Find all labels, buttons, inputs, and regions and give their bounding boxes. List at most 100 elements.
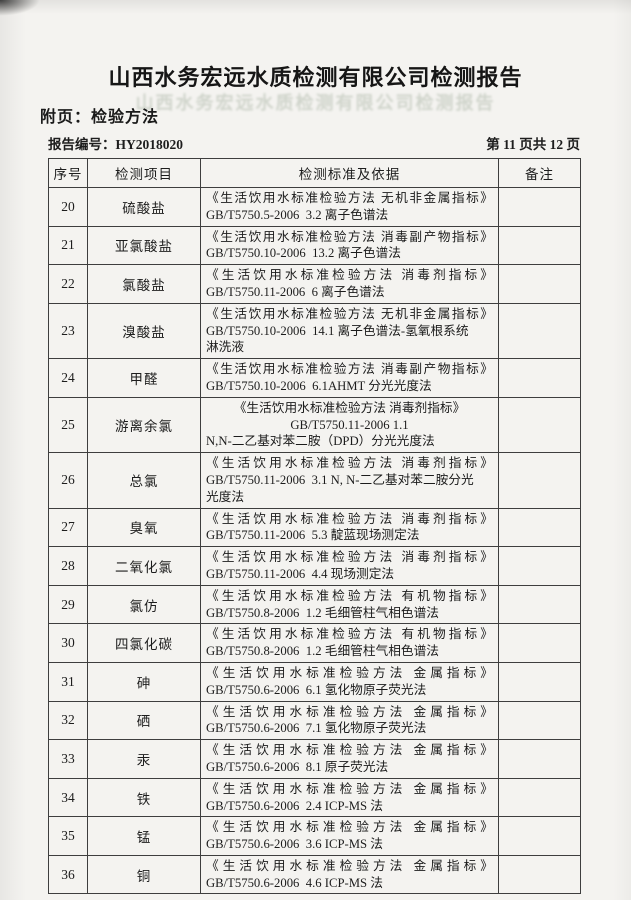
table-row: 29 氯仿 《生活饮用水标准检验方法 有机物指标》 GB/T5750.8-2006… (48, 584, 581, 625)
report-meta-row: 报告编号：HY2018020 第 11 页共 12 页 (48, 133, 580, 153)
method-line: GB/T5750.6-2006 6.1 氢化物原子荧光法 (206, 682, 427, 697)
method-line: 《生活饮用水标准检验方法 金属指标》 (206, 665, 493, 680)
table-row: 25 游离余氯 《生活饮用水标准检验方法 消毒剂指标》 GB/T5750.11-2… (48, 396, 581, 454)
method-cell: 《生活饮用水标准检验方法 消毒剂指标》 GB/T5750.11-2006 6 离子… (200, 264, 499, 304)
method-line: 淋洗液 (206, 340, 245, 355)
test-item-cell: 二氧化氯 (87, 546, 201, 586)
remark-cell (498, 396, 581, 454)
method-cell: 《生活饮用水标准检验方法 消毒剂指标》 GB/T5750.11-2006 4.4 … (200, 546, 499, 586)
method-line: GB/T5750.11-2006 3.1 N, N-二乙基对苯二胺分光 (206, 472, 474, 487)
serial-number-cell: 25 (48, 396, 88, 454)
table-row: 22 氯酸盐 《生活饮用水标准检验方法 消毒剂指标》 GB/T5750.11-20… (48, 264, 581, 304)
test-item-cell: 溴酸盐 (87, 302, 201, 360)
method-line: 《生活饮用水标准检验方法 有机物指标》 (206, 588, 493, 603)
serial-number-cell: 28 (48, 546, 88, 586)
method-cell: 《生活饮用水标准检验方法 有机物指标》 GB/T5750.8-2006 1.2 毛… (200, 623, 499, 663)
test-item-cell: 四氯化碳 (87, 623, 201, 663)
serial-number-cell: 27 (48, 507, 88, 548)
serial-number-cell: 21 (48, 225, 88, 266)
table-row: 20 硫酸盐 《生活饮用水标准检验方法 无机非金属指标》 GB/T5750.5-2… (48, 187, 581, 227)
table-row: 24 甲醛 《生活饮用水标准检验方法 消毒副产物指标》 GB/T5750.10-2… (48, 358, 581, 398)
table-row: 34 铁 《生活饮用水标准检验方法 金属指标》 GB/T5750.6-2006 2… (48, 777, 581, 818)
method-cell: 《生活饮用水标准检验方法 消毒副产物指标》 GB/T5750.10-2006 6.… (200, 358, 499, 398)
scan-corner-artifact (0, 0, 40, 16)
method-cell: 《生活饮用水标准检验方法 金属指标》 GB/T5750.6-2006 7.1 氢化… (200, 700, 499, 741)
header-serial-number: 序号 (48, 158, 88, 188)
table-row: 27 臭氧 《生活饮用水标准检验方法 消毒剂指标》 GB/T5750.11-200… (48, 507, 581, 548)
serial-number-cell: 36 (48, 854, 88, 895)
method-line: GB/T5750.6-2006 4.6 ICP-MS 法 (206, 875, 383, 890)
method-cell: 《生活饮用水标准检验方法 金属指标》 GB/T5750.6-2006 2.4 IC… (200, 777, 499, 818)
table-row: 31 砷 《生活饮用水标准检验方法 金属指标》 GB/T5750.6-2006 6… (48, 661, 581, 702)
serial-number-cell: 22 (48, 264, 88, 304)
serial-number-cell: 26 (48, 452, 88, 509)
method-line: 《生活饮用水标准检验方法 金属指标》 (206, 858, 493, 873)
method-cell: 《生活饮用水标准检验方法 金属指标》 GB/T5750.6-2006 6.1 氢化… (200, 661, 499, 702)
method-cell: 《生活饮用水标准检验方法 无机非金属指标》 GB/T5750.5-2006 3.2… (200, 187, 499, 227)
remark-cell (498, 661, 581, 702)
test-item-cell: 甲醛 (87, 358, 201, 398)
test-item-cell: 亚氯酸盐 (87, 225, 201, 266)
method-cell: 《生活饮用水标准检验方法 金属指标》 GB/T5750.6-2006 8.1 原子… (200, 739, 499, 779)
method-cell: 《生活饮用水标准检验方法 无机非金属指标》 GB/T5750.10-2006 14… (200, 302, 499, 360)
remark-cell (498, 302, 581, 360)
table-row: 36 铜 《生活饮用水标准检验方法 金属指标》 GB/T5750.6-2006 4… (48, 854, 581, 895)
method-line: 《生活饮用水标准检验方法 消毒副产物指标》 (206, 229, 493, 244)
method-line: 《生活饮用水标准检验方法 金属指标》 (206, 820, 493, 835)
method-line: 《生活饮用水标准检验方法 无机非金属指标》 (206, 306, 493, 321)
method-line: GB/T5750.8-2006 1.2 毛细管柱气相色谱法 (206, 605, 439, 620)
method-line: 《生活饮用水标准检验方法 消毒剂指标》 (206, 550, 493, 565)
table-body: 20 硫酸盐 《生活饮用水标准检验方法 无机非金属指标》 GB/T5750.5-2… (48, 187, 581, 895)
method-line: 《生活饮用水标准检验方法 金属指标》 (206, 781, 493, 796)
method-line: 《生活饮用水标准检验方法 无机非金属指标》 (206, 191, 493, 205)
method-cell: 《生活饮用水标准检验方法 消毒剂指标》 GB/T5750.11-2006 5.3 … (200, 507, 499, 548)
header-test-item: 检测项目 (87, 158, 201, 188)
test-item-cell: 臭氧 (87, 507, 201, 548)
method-line: 《生活饮用水标准检验方法 消毒剂指标》 (206, 268, 493, 283)
remark-cell (498, 546, 581, 586)
remark-cell (498, 816, 581, 856)
method-line: 光度法 (206, 489, 245, 504)
remark-cell (498, 700, 581, 741)
test-item-cell: 氯仿 (87, 584, 201, 625)
serial-number-cell: 35 (48, 816, 88, 856)
header-standard-basis: 检测标准及依据 (200, 158, 499, 188)
test-item-cell: 总氯 (87, 452, 201, 509)
test-item-cell: 游离余氯 (87, 396, 201, 454)
table-row: 35 锰 《生活饮用水标准检验方法 金属指标》 GB/T5750.6-2006 3… (48, 816, 581, 856)
method-cell: 《生活饮用水标准检验方法 消毒副产物指标》 GB/T5750.10-2006 13… (200, 225, 499, 266)
method-cell: 《生活饮用水标准检验方法 有机物指标》 GB/T5750.8-2006 1.2 毛… (200, 584, 499, 625)
remark-cell (498, 739, 581, 779)
remark-cell (498, 507, 581, 548)
test-item-cell: 硒 (87, 700, 201, 741)
method-line: GB/T5750.10-2006 6.1AHMT 分光光度法 (206, 378, 432, 393)
table-row: 28 二氧化氯 《生活饮用水标准检验方法 消毒剂指标》 GB/T5750.11-2… (48, 546, 581, 586)
test-item-cell: 铜 (87, 854, 201, 895)
table-header: 序号 检测项目 检测标准及依据 备注 (48, 158, 581, 188)
test-item-cell: 铁 (87, 777, 201, 818)
remark-cell (498, 187, 581, 227)
table-header-row: 序号 检测项目 检测标准及依据 备注 (48, 158, 581, 188)
method-line: GB/T5750.10-2006 13.2 离子色谱法 (206, 246, 401, 261)
method-line: GB/T5750.6-2006 7.1 氢化物原子荧光法 (206, 721, 427, 736)
method-cell: 《生活饮用水标准检验方法 金属指标》 GB/T5750.6-2006 4.6 IC… (200, 854, 499, 895)
method-line: 《生活饮用水标准检验方法 消毒剂指标》 (233, 400, 466, 415)
test-item-cell: 硫酸盐 (87, 187, 201, 227)
method-line: 《生活饮用水标准检验方法 有机物指标》 (206, 627, 493, 642)
test-item-cell: 氯酸盐 (87, 264, 201, 304)
method-line: 《生活饮用水标准检验方法 消毒副产物指标》 (206, 362, 493, 377)
serial-number-cell: 30 (48, 623, 88, 663)
remark-cell (498, 452, 581, 509)
method-line: GB/T5750.6-2006 3.6 ICP-MS 法 (206, 837, 383, 852)
page-title: 山西水务宏远水质检测有限公司检测报告 (108, 65, 523, 90)
test-methods-table: 序号 检测项目 检测标准及依据 备注 20 硫酸盐 《生活饮用水标准检验方法 无… (48, 158, 581, 895)
appendix-subtitle: 附页：检验方法 (40, 109, 160, 126)
method-line: GB/T5750.11-2006 6 离子色谱法 (206, 284, 385, 299)
test-item-cell: 砷 (87, 661, 201, 702)
remark-cell (498, 264, 581, 304)
test-item-cell: 汞 (87, 739, 201, 779)
method-line: GB/T5750.11-2006 5.3 靛蓝现场测定法 (206, 528, 420, 543)
serial-number-cell: 29 (48, 584, 88, 625)
serial-number-cell: 34 (48, 777, 88, 818)
